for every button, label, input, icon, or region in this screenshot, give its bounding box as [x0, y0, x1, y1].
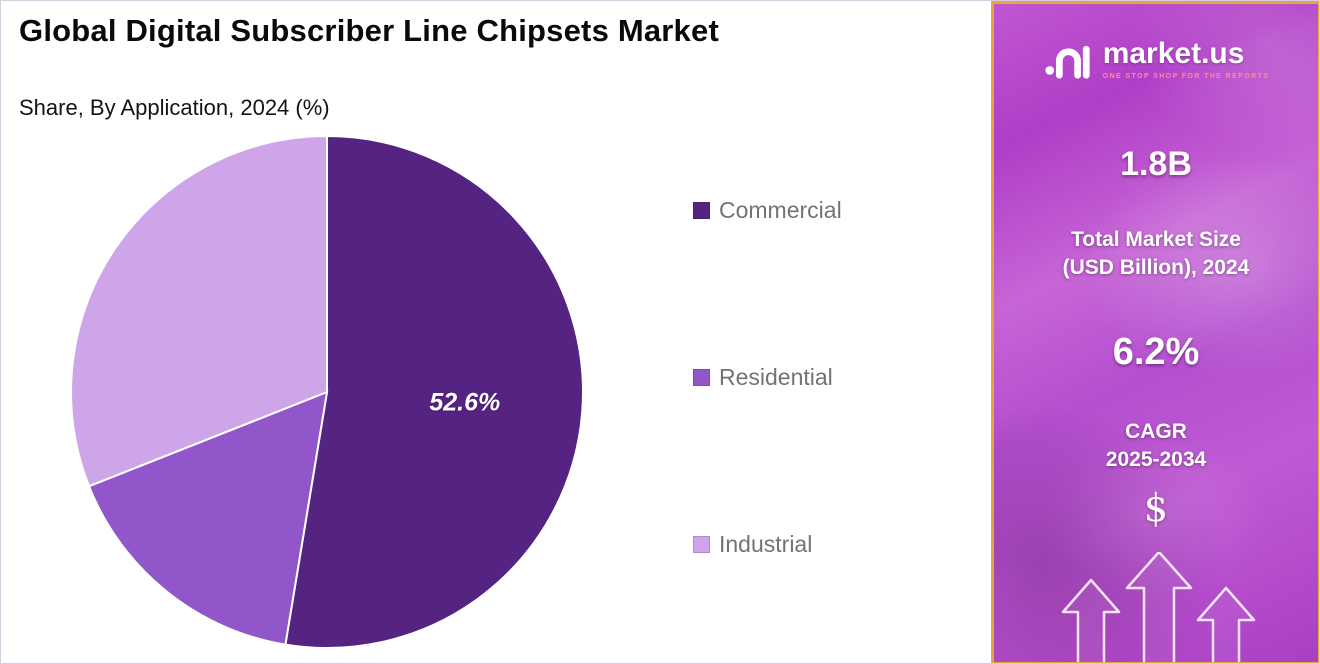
brand-text: market.us ONE STOP SHOP FOR THE REPORTS: [1102, 37, 1270, 81]
brand-panel: market.us ONE STOP SHOP FOR THE REPORTS …: [991, 1, 1319, 663]
chart-subtitle: Share, By Application, 2024 (%): [19, 95, 330, 120]
pie-slice-commercial: [284, 134, 584, 649]
market-size-label-line2: (USD Billion), 2024: [1062, 256, 1250, 280]
cagr-label-line2: 2025-2034: [1105, 448, 1207, 472]
pie-value-label: 52.6%: [429, 388, 501, 417]
legend-swatch-industrial: [693, 536, 710, 553]
chart-pane: Global Digital Subscriber Line Chipsets …: [1, 1, 991, 663]
legend: Commercial Residential Industrial: [693, 197, 842, 558]
brand-name: market.us: [1102, 37, 1245, 70]
dollar-icon: $: [1143, 486, 1169, 531]
pie-chart: 52.6%: [66, 131, 588, 653]
brand-tagline: ONE STOP SHOP FOR THE REPORTS: [1102, 73, 1270, 80]
market-size-label: Total Market Size (USD Billion), 2024: [1063, 226, 1250, 283]
legend-label: Industrial: [719, 531, 813, 557]
pie-slice-industrial: [70, 134, 328, 488]
legend-swatch-commercial: [693, 202, 710, 219]
market-size-value: 1.8B: [1120, 145, 1192, 183]
pie-chart-svg: [70, 134, 584, 649]
brand-header: market.us ONE STOP SHOP FOR THE REPORTS: [1043, 32, 1270, 87]
growth-arrows-icon: [1061, 552, 1256, 662]
legend-item-commercial: Commercial: [693, 197, 842, 224]
cagr-value: 6.2%: [1112, 330, 1200, 373]
pie-slice-residential: [87, 390, 329, 646]
legend-label: Commercial: [719, 197, 842, 223]
market-size-label-line1: Total Market Size: [1070, 228, 1241, 251]
legend-label: Residential: [719, 364, 833, 390]
legend-item-industrial: Industrial: [693, 531, 842, 558]
market-us-logo-icon: [1043, 32, 1093, 87]
cagr-label: CAGR 2025-2034: [1106, 418, 1206, 475]
page-title: Global Digital Subscriber Line Chipsets …: [19, 13, 719, 48]
legend-swatch-residential: [693, 369, 710, 386]
cagr-label-line1: CAGR: [1125, 419, 1187, 443]
legend-item-residential: Residential: [693, 364, 842, 391]
